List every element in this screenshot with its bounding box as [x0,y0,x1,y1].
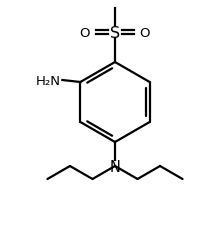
Text: H₂N: H₂N [35,74,60,87]
Text: O: O [80,26,90,39]
Text: O: O [140,26,150,39]
Text: N: N [110,159,121,174]
Text: S: S [110,25,120,40]
